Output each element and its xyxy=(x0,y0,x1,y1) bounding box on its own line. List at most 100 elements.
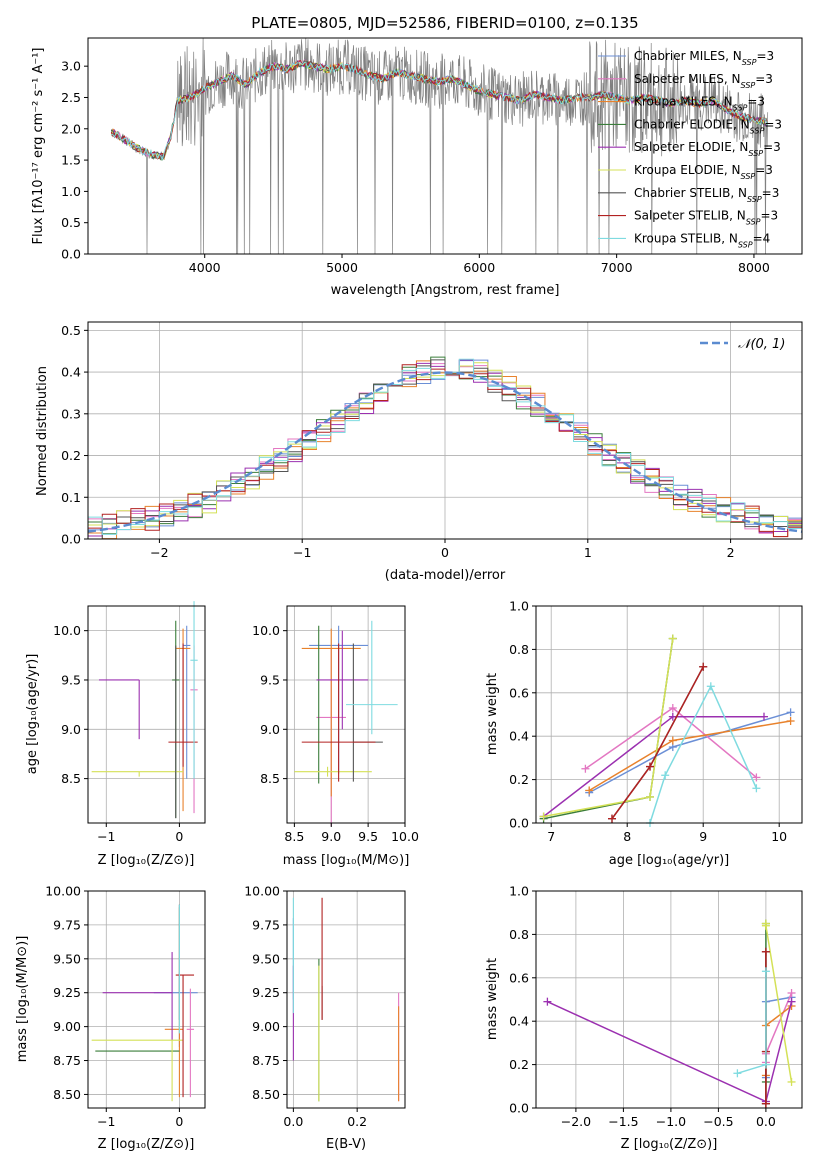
y-tick-label: 1.0 xyxy=(61,184,81,199)
y-tick-label: 0.0 xyxy=(61,247,81,262)
age-weight-ylabel: mass weight xyxy=(485,673,500,755)
weight-line xyxy=(588,711,791,794)
histogram-legend: 𝒩(0, 1) xyxy=(700,337,785,352)
x-tick-label: 0 xyxy=(175,1114,183,1129)
model-spectrum-line xyxy=(111,61,768,161)
y-tick-label: 0.3 xyxy=(61,406,81,421)
y-tick-label: 10.00 xyxy=(45,884,81,899)
histogram-panel: −2 −1 0 1 2 0.0 0.1 0.2 0.3 0.4 0.5 𝒩(0, 1) (data-… xyxy=(35,321,803,583)
x-tick-label: 0.2 xyxy=(347,1114,367,1129)
y-tick-label: 9.25 xyxy=(252,985,280,1000)
histogram-step xyxy=(88,359,802,540)
weight-line xyxy=(543,638,674,820)
y-tick-label: 2.5 xyxy=(61,90,81,105)
ebv-mass-ticks: 0.0 0.2 8.50 8.75 9.00 9.25 9.50 9.75 10.00 xyxy=(244,884,367,1130)
weight-line xyxy=(547,1001,793,1103)
y-tick-label: 0.0 xyxy=(509,816,529,831)
ebv-mass-frame xyxy=(286,890,406,1109)
y-tick-label: 0.1 xyxy=(61,490,81,505)
spectrum-ylabel: Flux [fλ10⁻¹⁷ erg cm⁻² s⁻¹ A⁻¹] xyxy=(31,48,46,245)
y-tick-label: 9.0 xyxy=(61,722,81,737)
x-tick-label: 8000 xyxy=(738,260,770,275)
spectrum-frame xyxy=(87,37,803,255)
histogram-ylabel: Normed distribution xyxy=(35,366,50,496)
x-tick-label: 8 xyxy=(623,829,631,844)
mass-age-xlabel: mass [log₁₀(M/M⊙)] xyxy=(283,853,410,868)
y-tick-label: 1.0 xyxy=(509,599,529,614)
spectrum-marks xyxy=(110,37,769,255)
histogram-ticks: −2 −1 0 1 2 0.0 0.1 0.2 0.3 0.4 0.5 xyxy=(61,323,734,560)
y-tick-label: 0.0 xyxy=(509,1101,529,1116)
age-weight-frame xyxy=(535,605,803,824)
y-tick-label: 9.5 xyxy=(260,672,280,687)
z-weight-ticks: −2.0 −1.5 −1.0 −0.5 0.0 0.0 0.2 0.4 0.6 0.8 1.0 xyxy=(509,884,776,1130)
x-tick-label: 9.0 xyxy=(321,829,341,844)
x-tick-label: 9 xyxy=(699,829,707,844)
spectrum-panel: 4000 5000 6000 7000 8000 0.0 0.5 1.0 1.5 2.0 2.5 3.… xyxy=(31,37,803,298)
z-age-ylabel: age [log₁₀(age/yr)] xyxy=(25,654,40,775)
y-tick-label: 0.5 xyxy=(61,323,81,338)
y-tick-label: 2.0 xyxy=(61,121,81,136)
z-age-panel: −1 0 8.5 9.0 9.5 10.0 Z [log₁₀(Z/Z⊙)] age [lo… xyxy=(25,601,206,868)
y-tick-label: 8.75 xyxy=(252,1053,280,1068)
legend-label: Salpeter STELIB, NSSP=3 xyxy=(634,209,778,227)
y-tick-label: 0.0 xyxy=(61,532,81,547)
x-tick-label: 0 xyxy=(441,545,449,560)
ebv-mass-xlabel: E(B-V) xyxy=(326,1137,366,1152)
x-tick-label: 2 xyxy=(727,545,735,560)
y-tick-label: 0.5 xyxy=(61,215,81,230)
z-mass-grid xyxy=(88,890,205,1108)
y-tick-label: 9.75 xyxy=(252,917,280,932)
age-weight-panel: 7 8 9 10 0.0 0.2 0.4 0.6 0.8 1.0 age [log₁₀(age/y… xyxy=(485,599,803,868)
y-tick-label: 0.6 xyxy=(509,685,529,700)
y-tick-label: 0.4 xyxy=(509,729,529,744)
x-tick-label: −2 xyxy=(150,545,168,560)
legend-subscript: SSP xyxy=(733,103,748,112)
x-tick-label: 4000 xyxy=(189,260,221,275)
legend-label: Salpeter MILES, NSSP=3 xyxy=(634,72,773,90)
x-tick-label: −0.5 xyxy=(703,1114,733,1129)
spectrum-xlabel: wavelength [Angstrom, rest frame] xyxy=(331,283,560,298)
x-tick-label: 6000 xyxy=(463,260,495,275)
y-tick-label: 9.50 xyxy=(53,951,81,966)
legend-subscript: SSP xyxy=(741,172,756,181)
x-tick-label: −1 xyxy=(97,829,115,844)
x-tick-label: 5000 xyxy=(326,260,358,275)
y-tick-label: 9.75 xyxy=(53,917,81,932)
legend-subscript: SSP xyxy=(742,58,757,67)
x-tick-label: −1.0 xyxy=(656,1114,686,1129)
x-tick-label: 7000 xyxy=(601,260,633,275)
z-weight-frame xyxy=(535,890,803,1109)
histogram-xlabel: (data-model)/error xyxy=(385,568,506,583)
y-tick-label: 0.8 xyxy=(509,642,529,657)
legend-subscript: SSP xyxy=(750,126,765,135)
legend-label: Salpeter ELODIE, NSSP=3 xyxy=(634,140,781,158)
x-tick-label: −1 xyxy=(97,1114,115,1129)
legend-label: Kroupa ELODIE, NSSP=3 xyxy=(634,163,773,181)
y-tick-label: 8.5 xyxy=(61,771,81,786)
age-weight-ticks: 7 8 9 10 0.0 0.2 0.4 0.6 0.8 1.0 xyxy=(509,599,787,845)
z-age-grid xyxy=(88,606,205,823)
y-tick-label: 0.2 xyxy=(509,772,529,787)
x-tick-label: −2.0 xyxy=(561,1114,591,1129)
z-age-marks xyxy=(91,601,198,819)
y-tick-label: 9.0 xyxy=(260,722,280,737)
y-tick-label: 10.0 xyxy=(53,623,81,638)
y-tick-label: 9.25 xyxy=(53,985,81,1000)
z-mass-xlabel: Z [log₁₀(Z/Z⊙)] xyxy=(98,1137,195,1152)
y-tick-label: 0.6 xyxy=(509,970,529,985)
histogram-step xyxy=(88,358,802,535)
y-tick-label: 8.50 xyxy=(53,1087,81,1102)
y-tick-label: 0.2 xyxy=(509,1057,529,1072)
x-tick-label: 9.5 xyxy=(358,829,378,844)
model-spectrum-line xyxy=(111,60,768,161)
x-tick-label: 0.0 xyxy=(756,1114,776,1129)
z-mass-ylabel: mass [log₁₀(M/M⊙)] xyxy=(15,936,30,1063)
z-weight-marks xyxy=(543,919,796,1108)
legend-subscript: SSP xyxy=(748,149,763,158)
spectrum-legend: Chabrier MILES, NSSP=3 Salpeter MILES, NS… xyxy=(598,49,782,249)
y-tick-label: 9.50 xyxy=(252,951,280,966)
y-tick-label: 10.00 xyxy=(244,884,280,899)
y-tick-label: 9.00 xyxy=(53,1019,81,1034)
x-tick-label: 10.0 xyxy=(391,829,419,844)
